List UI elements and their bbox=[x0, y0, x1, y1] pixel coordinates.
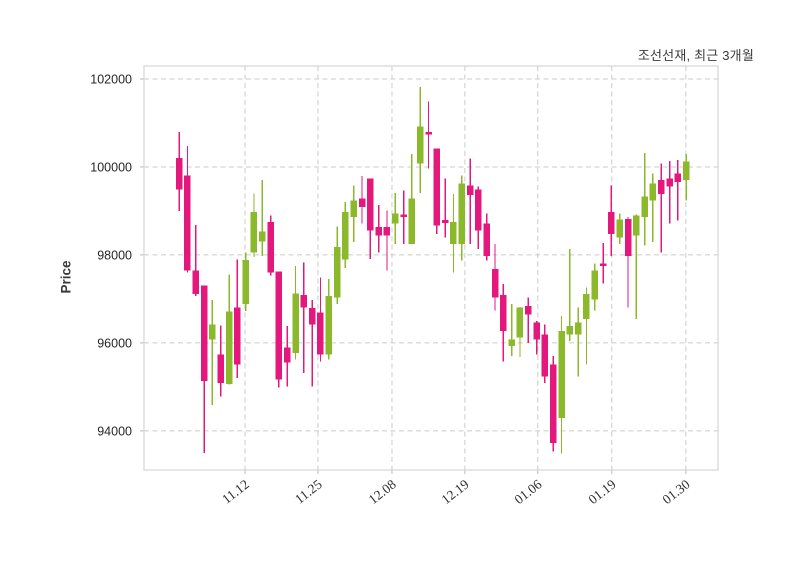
x-tick-label: 01.06 bbox=[511, 476, 544, 507]
candle-body bbox=[317, 312, 324, 355]
candle-wick bbox=[303, 262, 305, 373]
candle-body bbox=[217, 354, 224, 383]
candle-body bbox=[350, 200, 357, 218]
candle-wick bbox=[211, 300, 214, 405]
candle-body bbox=[508, 339, 515, 346]
candle-body bbox=[583, 294, 590, 320]
candle-body bbox=[383, 227, 391, 236]
candle-body bbox=[500, 294, 507, 332]
candle-body bbox=[433, 148, 441, 226]
candle-body bbox=[674, 173, 682, 182]
candle-body bbox=[682, 161, 690, 181]
candle-wick bbox=[195, 225, 197, 296]
candle-body bbox=[491, 268, 499, 298]
candle-body bbox=[200, 285, 208, 382]
candle-body bbox=[175, 158, 183, 190]
candle-wick bbox=[668, 160, 671, 224]
candle-wick bbox=[569, 248, 571, 342]
candle-body bbox=[342, 212, 349, 260]
candle-body bbox=[192, 270, 200, 295]
candle-body bbox=[292, 293, 299, 354]
candle-wick bbox=[577, 307, 579, 377]
candle-body bbox=[591, 270, 599, 300]
candle-body bbox=[483, 223, 490, 256]
candle-body bbox=[358, 198, 366, 207]
candle-body bbox=[333, 246, 341, 298]
candle-body bbox=[283, 347, 291, 363]
candle-body bbox=[242, 259, 249, 305]
chart-title: 조선선재, 최근 3개월 bbox=[637, 48, 754, 63]
candle-body bbox=[450, 221, 457, 244]
candle-body bbox=[458, 183, 466, 244]
candle-body bbox=[566, 326, 574, 335]
candle-body bbox=[533, 322, 540, 340]
candle-body bbox=[400, 214, 407, 218]
candle-wick bbox=[660, 163, 662, 253]
candle-body bbox=[633, 215, 640, 236]
candle-body bbox=[425, 131, 432, 135]
candle-body bbox=[608, 212, 615, 234]
y-tick-label: 98000 bbox=[97, 248, 132, 262]
candle-body bbox=[641, 196, 648, 218]
candle-body bbox=[649, 183, 657, 201]
y-tick-label: 102000 bbox=[90, 72, 132, 86]
candle-wick bbox=[652, 173, 654, 243]
y-tick-label: 100000 bbox=[90, 160, 132, 174]
candle-body bbox=[466, 185, 474, 196]
candle-body bbox=[408, 198, 416, 244]
x-tick-label: 11.25 bbox=[292, 476, 325, 506]
candle-body bbox=[234, 307, 241, 365]
candle-body bbox=[516, 307, 524, 338]
candle-body bbox=[475, 189, 482, 231]
candle-wick bbox=[627, 217, 629, 308]
candle-body bbox=[308, 308, 316, 325]
candle-body bbox=[616, 219, 623, 238]
candle-wick bbox=[444, 178, 446, 238]
candle-body bbox=[574, 322, 582, 335]
plot-border bbox=[143, 65, 719, 471]
candle-body bbox=[250, 212, 258, 253]
candle-body bbox=[300, 294, 308, 308]
candle-body bbox=[259, 231, 266, 242]
candle-body bbox=[666, 178, 673, 187]
candle-body bbox=[209, 324, 216, 340]
candle-body bbox=[599, 263, 607, 266]
candle-body bbox=[441, 220, 449, 223]
x-tick-label: 11.12 bbox=[219, 477, 252, 507]
candle-wick bbox=[386, 210, 388, 271]
x-tick-label: 12.08 bbox=[366, 476, 399, 507]
candle-body bbox=[225, 311, 233, 384]
x-tick-label: 01.30 bbox=[660, 476, 693, 507]
candle-wick bbox=[527, 297, 529, 343]
y-tick-label: 94000 bbox=[97, 424, 132, 438]
candle-body bbox=[541, 334, 549, 377]
candle-body bbox=[525, 305, 532, 315]
candle-body bbox=[392, 213, 399, 224]
candle-body bbox=[549, 364, 557, 444]
candle-wick bbox=[635, 214, 638, 320]
candle-wick bbox=[469, 158, 471, 244]
candle-body bbox=[624, 218, 632, 256]
candle-body bbox=[375, 227, 382, 236]
candle-body bbox=[658, 180, 665, 194]
x-tick-label: 01.19 bbox=[585, 476, 618, 507]
candle-wick bbox=[677, 159, 679, 221]
candle-body bbox=[275, 271, 283, 380]
candle-body bbox=[267, 221, 274, 273]
candle-body bbox=[367, 178, 374, 231]
candle-wick bbox=[311, 300, 313, 387]
candle-body bbox=[558, 331, 565, 419]
candle-wick bbox=[427, 101, 430, 169]
candle-body bbox=[416, 126, 424, 164]
candle-body bbox=[184, 175, 191, 271]
candle-body bbox=[325, 295, 333, 355]
candle-wick bbox=[261, 180, 264, 256]
x-tick-label: 12.19 bbox=[439, 476, 472, 507]
candle-wick bbox=[585, 287, 588, 365]
candle-wick bbox=[510, 304, 513, 357]
y-tick-label: 96000 bbox=[97, 336, 132, 350]
